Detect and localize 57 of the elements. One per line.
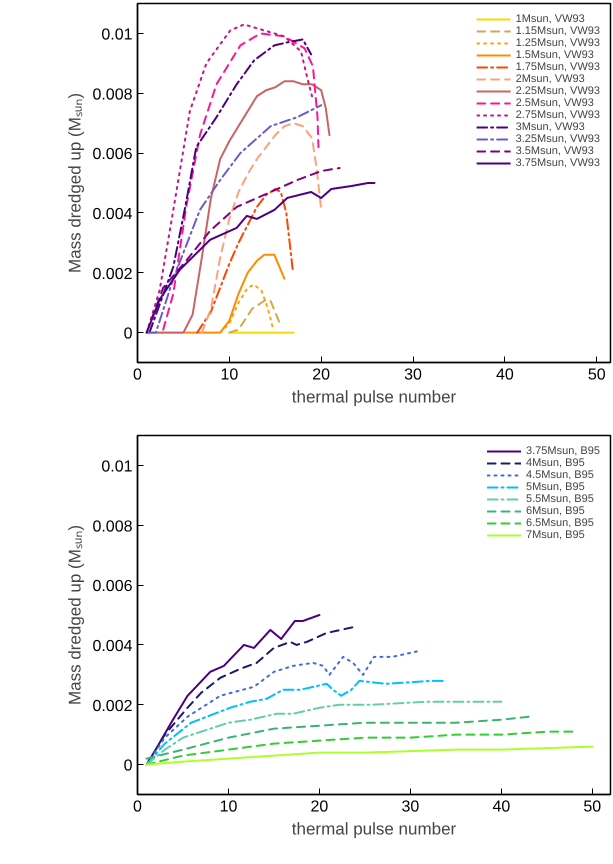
y-tick-label: 0 bbox=[124, 326, 133, 343]
line-series bbox=[146, 716, 530, 760]
x-tick-label: 20 bbox=[312, 366, 330, 384]
line-series bbox=[219, 284, 274, 334]
line-series bbox=[146, 746, 594, 766]
legend-label: 5Msun, B95 bbox=[526, 481, 585, 493]
legend-label: 3Msun, VW93 bbox=[516, 121, 585, 133]
x-tick-label: 40 bbox=[496, 366, 514, 384]
legend-label: 1.5Msun, VW93 bbox=[516, 49, 594, 61]
legend-label: 3.5Msun, VW93 bbox=[516, 145, 594, 157]
legend-label: 3.75Msun, VW93 bbox=[516, 157, 600, 169]
line-series bbox=[196, 188, 294, 334]
y-tick-label: 0.002 bbox=[92, 266, 133, 283]
y-tick-label: 0.008 bbox=[92, 86, 133, 104]
x-tick-label: 20 bbox=[310, 798, 328, 816]
y-tick-label: 0.004 bbox=[92, 206, 133, 223]
legend-label: 3.25Msun, VW93 bbox=[516, 133, 600, 145]
x-tick-label: 30 bbox=[404, 366, 422, 384]
x-tick-label: 10 bbox=[220, 366, 238, 384]
x-axis-title: thermal pulse number bbox=[292, 388, 457, 406]
x-axis-title: thermal pulse number bbox=[292, 820, 457, 838]
y-axis-title: Mass dredged up (Mₛᵤₙ) bbox=[65, 92, 84, 274]
line-series bbox=[146, 626, 355, 766]
y-tick-label: 0.01 bbox=[101, 26, 133, 44]
line-series bbox=[146, 730, 576, 766]
legend-label: 5.5Msun, B95 bbox=[526, 493, 594, 505]
x-tick-label: 30 bbox=[401, 798, 420, 816]
y-tick-label: 0.008 bbox=[92, 518, 133, 536]
x-tick-label: 10 bbox=[220, 798, 238, 816]
legend-label: 2.25Msun, VW93 bbox=[516, 85, 600, 97]
legend-label: 4Msun, B95 bbox=[526, 457, 585, 469]
legend-label: 1.75Msun, VW93 bbox=[516, 61, 600, 73]
legend-label: 2Msun, VW93 bbox=[516, 73, 585, 85]
y-tick-label: 0.002 bbox=[92, 698, 133, 715]
line-series bbox=[146, 700, 502, 766]
x-tick-label: 50 bbox=[583, 798, 602, 816]
legend-label: 1.15Msun, VW93 bbox=[516, 25, 600, 37]
legend-label: 4.5Msun, B95 bbox=[526, 469, 594, 481]
legend-label: 6.5Msun, B95 bbox=[526, 517, 594, 529]
line-series bbox=[146, 650, 420, 766]
legend-label: 6Msun, B95 bbox=[526, 505, 585, 517]
y-tick-label: 0.004 bbox=[92, 638, 133, 655]
x-tick-label: 40 bbox=[492, 798, 510, 816]
y-axis-title: Mass dredged up (Mₛᵤₙ) bbox=[65, 524, 84, 706]
line-series bbox=[228, 298, 281, 334]
legend-label: 2.75Msun, VW93 bbox=[516, 109, 600, 121]
line-series bbox=[200, 122, 322, 334]
y-tick-label: 0.01 bbox=[101, 458, 133, 476]
legend-label: 3.75Msun, B95 bbox=[526, 445, 600, 457]
x-tick-label: 50 bbox=[588, 366, 606, 384]
legend-label: 2.5Msun, VW93 bbox=[516, 97, 594, 109]
legend-label: 1.25Msun, VW93 bbox=[516, 37, 600, 49]
y-tick-label: 0.006 bbox=[92, 578, 133, 596]
legend-label: 7Msun, B95 bbox=[526, 529, 585, 541]
legend-label: 1Msun, VW93 bbox=[516, 13, 585, 25]
y-tick-label: 0 bbox=[124, 758, 133, 775]
y-tick-label: 0.006 bbox=[92, 146, 133, 164]
